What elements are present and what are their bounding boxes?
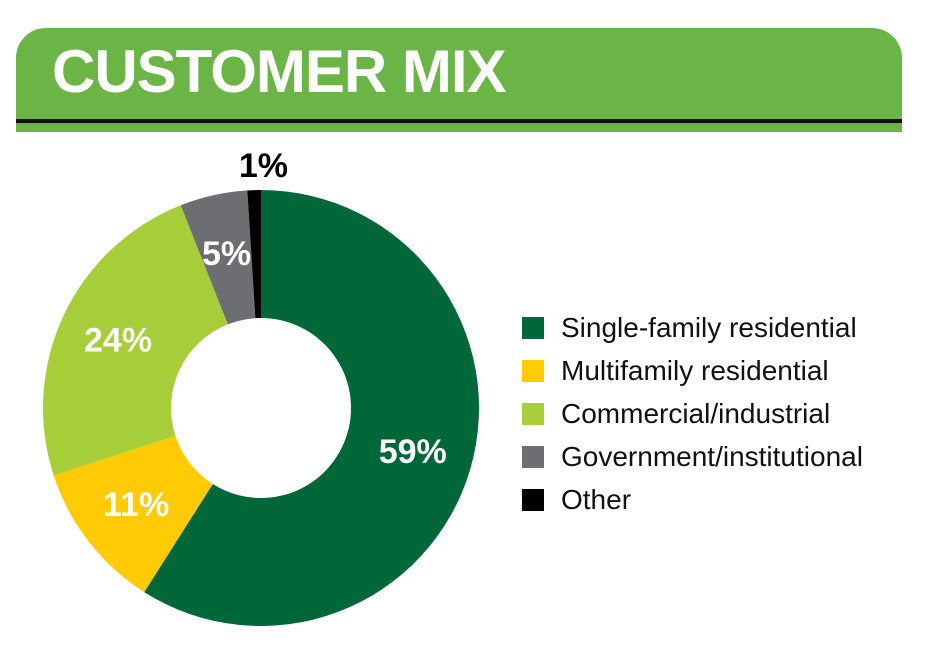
slice-label-single-family: 59% [379,433,447,471]
legend-label: Multifamily residential [561,354,829,386]
slice-label-commercial: 24% [84,322,152,360]
slice-single-family [144,189,480,626]
title-banner: CUSTOMER MIX [16,28,902,132]
slice-label-other: 1% [239,147,288,185]
legend-label: Single-family residential [561,311,857,343]
legend-swatch [522,488,544,511]
legend-swatch [522,445,544,468]
legend-swatch [522,316,544,339]
legend-item-commercial: Commercial/industrial [522,392,863,435]
legend-swatch [522,402,544,425]
legend-label: Commercial/industrial [561,397,831,429]
legend-item-government: Government/institutional [522,435,863,478]
legend-item-single-family: Single-family residential [522,306,863,349]
slice-government [180,190,256,325]
slice-label-multifamily: 11% [103,486,169,524]
title-divider [16,119,902,123]
slice-other [247,190,261,319]
chart-title: CUSTOMER MIX [52,38,507,105]
legend-label: Government/institutional [561,440,863,472]
legend-item-other: Other [522,478,863,521]
legend-item-multifamily: Multifamily residential [522,349,863,392]
chart-legend: Single-family residential Multifamily re… [522,306,863,521]
slice-label-government: 5% [202,235,251,273]
legend-swatch [522,359,544,382]
slice-commercial [43,205,228,476]
slice-multifamily [53,435,213,593]
legend-label: Other [561,483,632,515]
